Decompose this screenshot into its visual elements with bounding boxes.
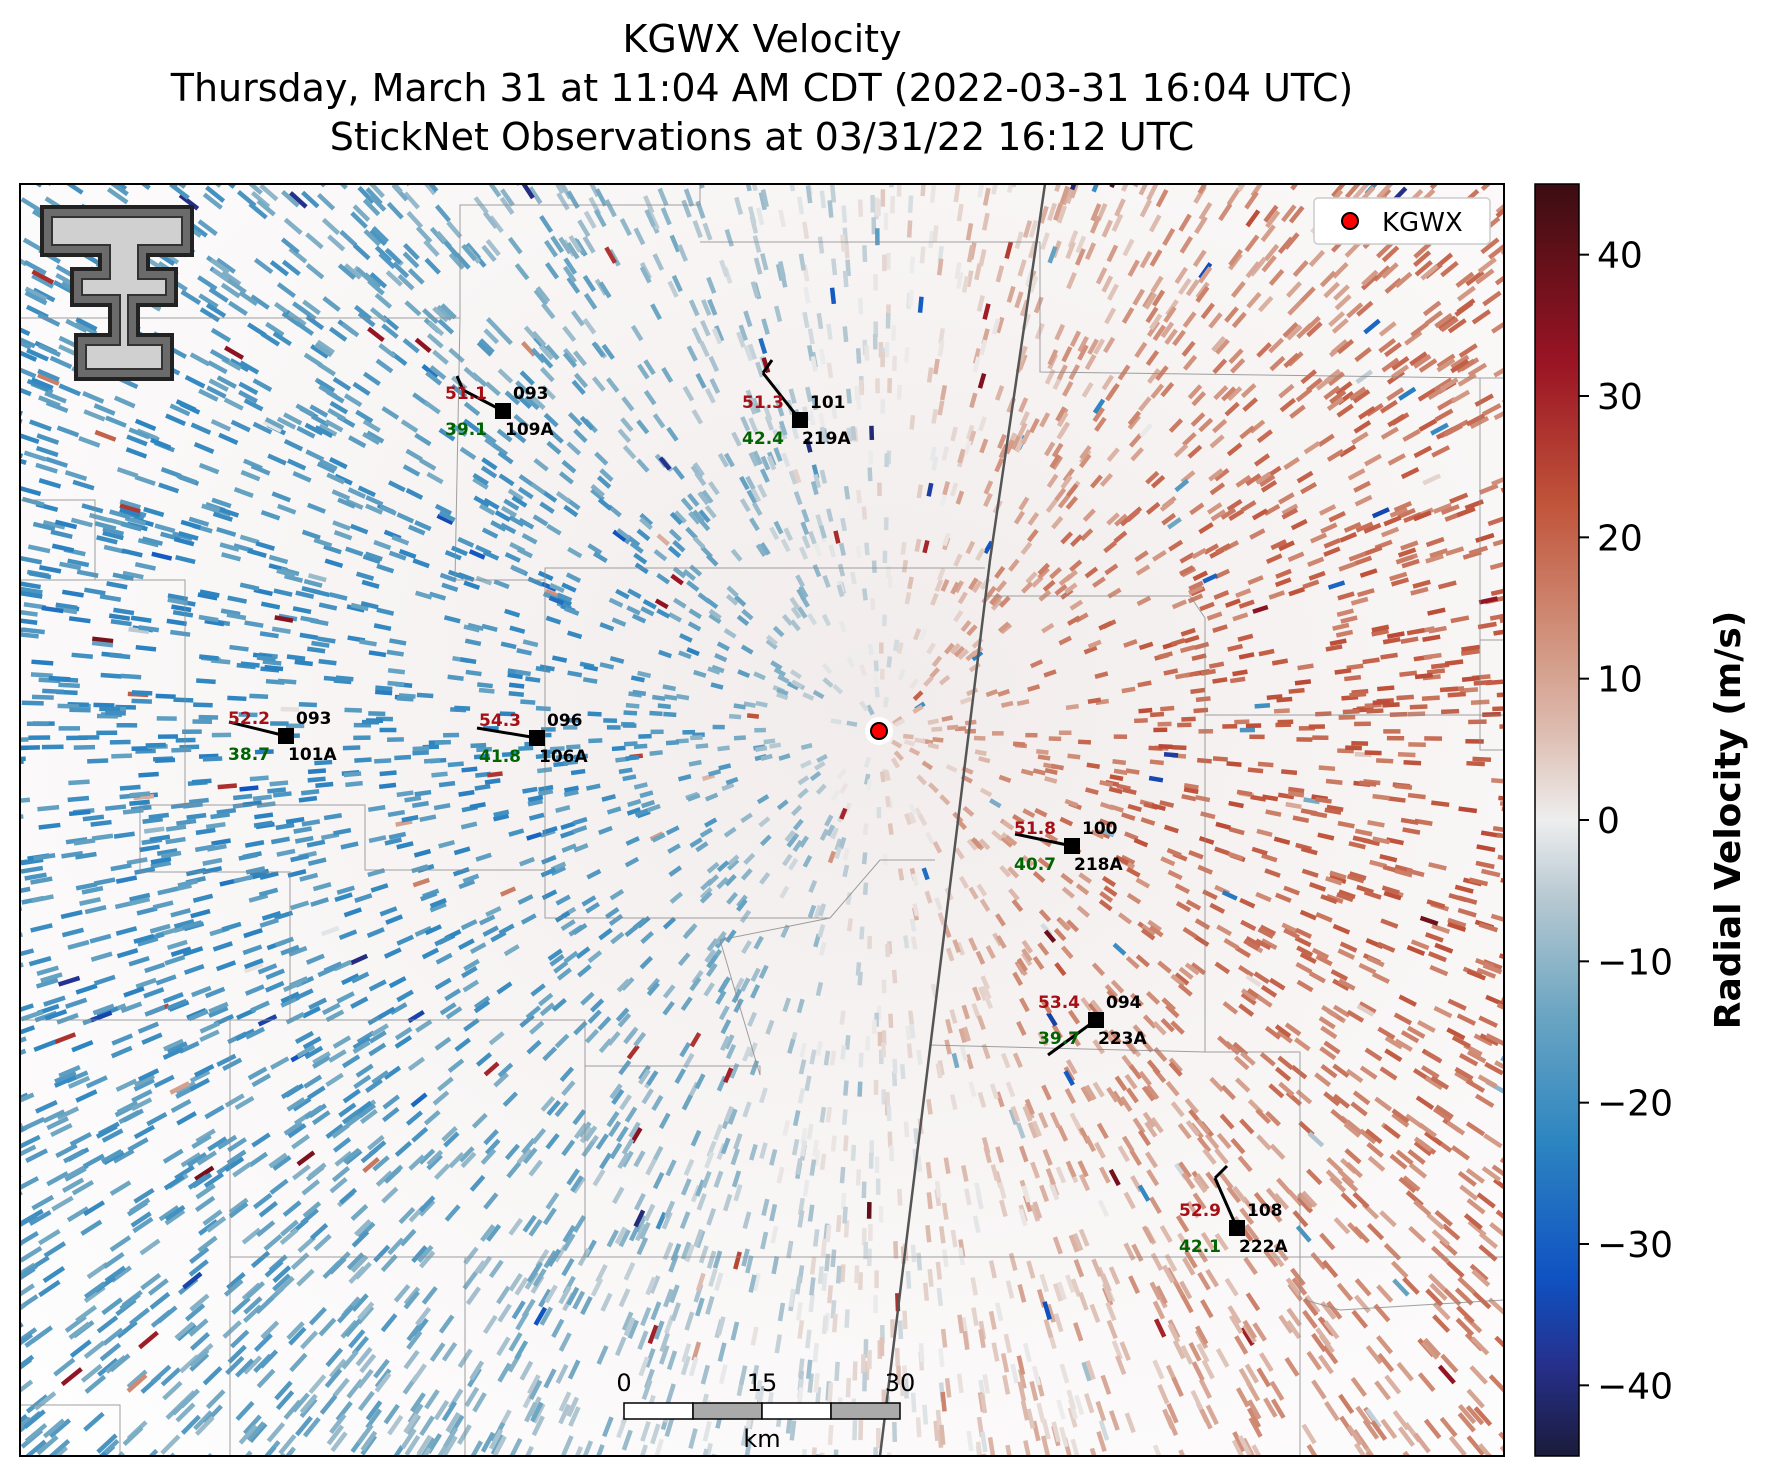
station-222A: 52.9 108 42.1 222A: [1179, 1164, 1288, 1257]
station-dewpoint: 40.7: [1014, 855, 1056, 875]
station-109A: 51.1 093 39.1 109A: [445, 375, 554, 440]
station-id: 219A: [802, 429, 851, 449]
station-dewpoint: 42.1: [1179, 1237, 1221, 1257]
station-106A: 54.3 096 41.8 106A: [476, 711, 588, 767]
station-pressure: 094: [1106, 993, 1142, 1013]
station-dewpoint: 38.7: [228, 745, 270, 765]
station-pressure: 093: [296, 709, 332, 729]
legend-radar-label: KGWX: [1382, 208, 1463, 238]
colorbar-tick-label: −40: [1597, 1366, 1673, 1407]
colorbar-tick-label: 30: [1597, 377, 1643, 418]
colorbar-tick-label: −10: [1597, 942, 1673, 983]
state-boundary: [878, 184, 1047, 1456]
colorbar-tick-label: −30: [1597, 1225, 1673, 1266]
stickNet-stations: 51.1 093 39.1 109A 51.3 101 42.4 219A 52.2 093 38.…: [228, 359, 1288, 1257]
station-dewpoint: 39.1: [445, 420, 487, 440]
station-marker: [792, 412, 808, 428]
station-marker: [495, 403, 511, 419]
colorbar-ramp: [1534, 183, 1580, 1457]
station-pressure: 093: [513, 384, 549, 404]
station-id: 109A: [505, 420, 554, 440]
station-pressure: 096: [547, 711, 583, 731]
wind-barb: [476, 726, 538, 740]
station-218A: 51.8 100 40.7 218A: [1014, 819, 1123, 875]
station-id: 222A: [1239, 1237, 1288, 1257]
station-dewpoint: 39.7: [1038, 1029, 1080, 1049]
county-boundaries: [20, 184, 1504, 1456]
station-id: 106A: [539, 747, 588, 767]
station-pressure: 100: [1082, 819, 1118, 839]
station-temperature: 54.3: [479, 711, 521, 731]
texas-tech-logo: [40, 205, 194, 381]
station-223A: 53.4 094 39.7 223A: [1038, 993, 1147, 1057]
scale-bar: 0 15 30 km: [616, 1369, 915, 1453]
station-temperature: 53.4: [1038, 993, 1080, 1013]
station-temperature: 51.3: [742, 393, 784, 413]
station-dewpoint: 41.8: [479, 747, 521, 767]
title-line-1: KGWX Velocity: [622, 17, 901, 61]
title-line-3: StickNet Observations at 03/31/22 16:12 …: [330, 115, 1194, 159]
station-id: 101A: [288, 745, 337, 765]
scale-label-15: 15: [747, 1369, 778, 1397]
wind-barb: [455, 375, 465, 391]
wind-barb: [1213, 1164, 1229, 1180]
station-marker: [1229, 1220, 1245, 1236]
wind-barb: [1014, 832, 1073, 848]
legend: KGWX: [1313, 197, 1491, 245]
colorbar-label: Radial Velocity (m/s): [1708, 611, 1749, 1030]
colorbar-tick-label: −20: [1597, 1084, 1673, 1125]
colorbar-tick-label: 20: [1597, 518, 1643, 559]
velocity-field: [20, 184, 1504, 1456]
station-marker: [529, 730, 545, 746]
station-temperature: 52.9: [1179, 1201, 1221, 1221]
colorbar-tick-label: 10: [1597, 660, 1643, 701]
scale-label-0: 0: [616, 1369, 631, 1397]
station-pressure: 101: [810, 393, 846, 413]
colorbar: −40 −30 −20 −10 0 10 20 30 40 Radial Velocity (m…: [1534, 183, 1749, 1457]
scale-label-30: 30: [885, 1369, 916, 1397]
station-marker: [278, 728, 294, 744]
station-temperature: 51.1: [445, 384, 487, 404]
station-pressure: 108: [1247, 1201, 1283, 1221]
title-line-2: Thursday, March 31 at 11:04 AM CDT (2022…: [170, 66, 1354, 110]
colorbar-tick-label: 0: [1597, 801, 1620, 842]
colorbar-tick-label: 40: [1597, 236, 1643, 277]
station-id: 218A: [1074, 855, 1123, 875]
legend-radar-marker: [1341, 212, 1359, 230]
station-temperature: 51.8: [1014, 819, 1056, 839]
station-219A: 51.3 101 42.4 219A: [742, 359, 851, 449]
station-101A: 52.2 093 38.7 101A: [228, 709, 337, 765]
station-id: 223A: [1098, 1029, 1147, 1049]
station-dewpoint: 42.4: [742, 429, 784, 449]
station-temperature: 52.2: [228, 709, 270, 729]
wind-barb: [1213, 1177, 1239, 1229]
radar-site-marker: [865, 717, 893, 745]
map-panel: [19, 183, 1505, 1457]
wind-barb: [761, 359, 774, 374]
station-marker: [1064, 838, 1080, 854]
scale-unit: km: [743, 1425, 780, 1453]
station-marker: [1088, 1012, 1104, 1028]
wind-barb: [228, 720, 287, 738]
